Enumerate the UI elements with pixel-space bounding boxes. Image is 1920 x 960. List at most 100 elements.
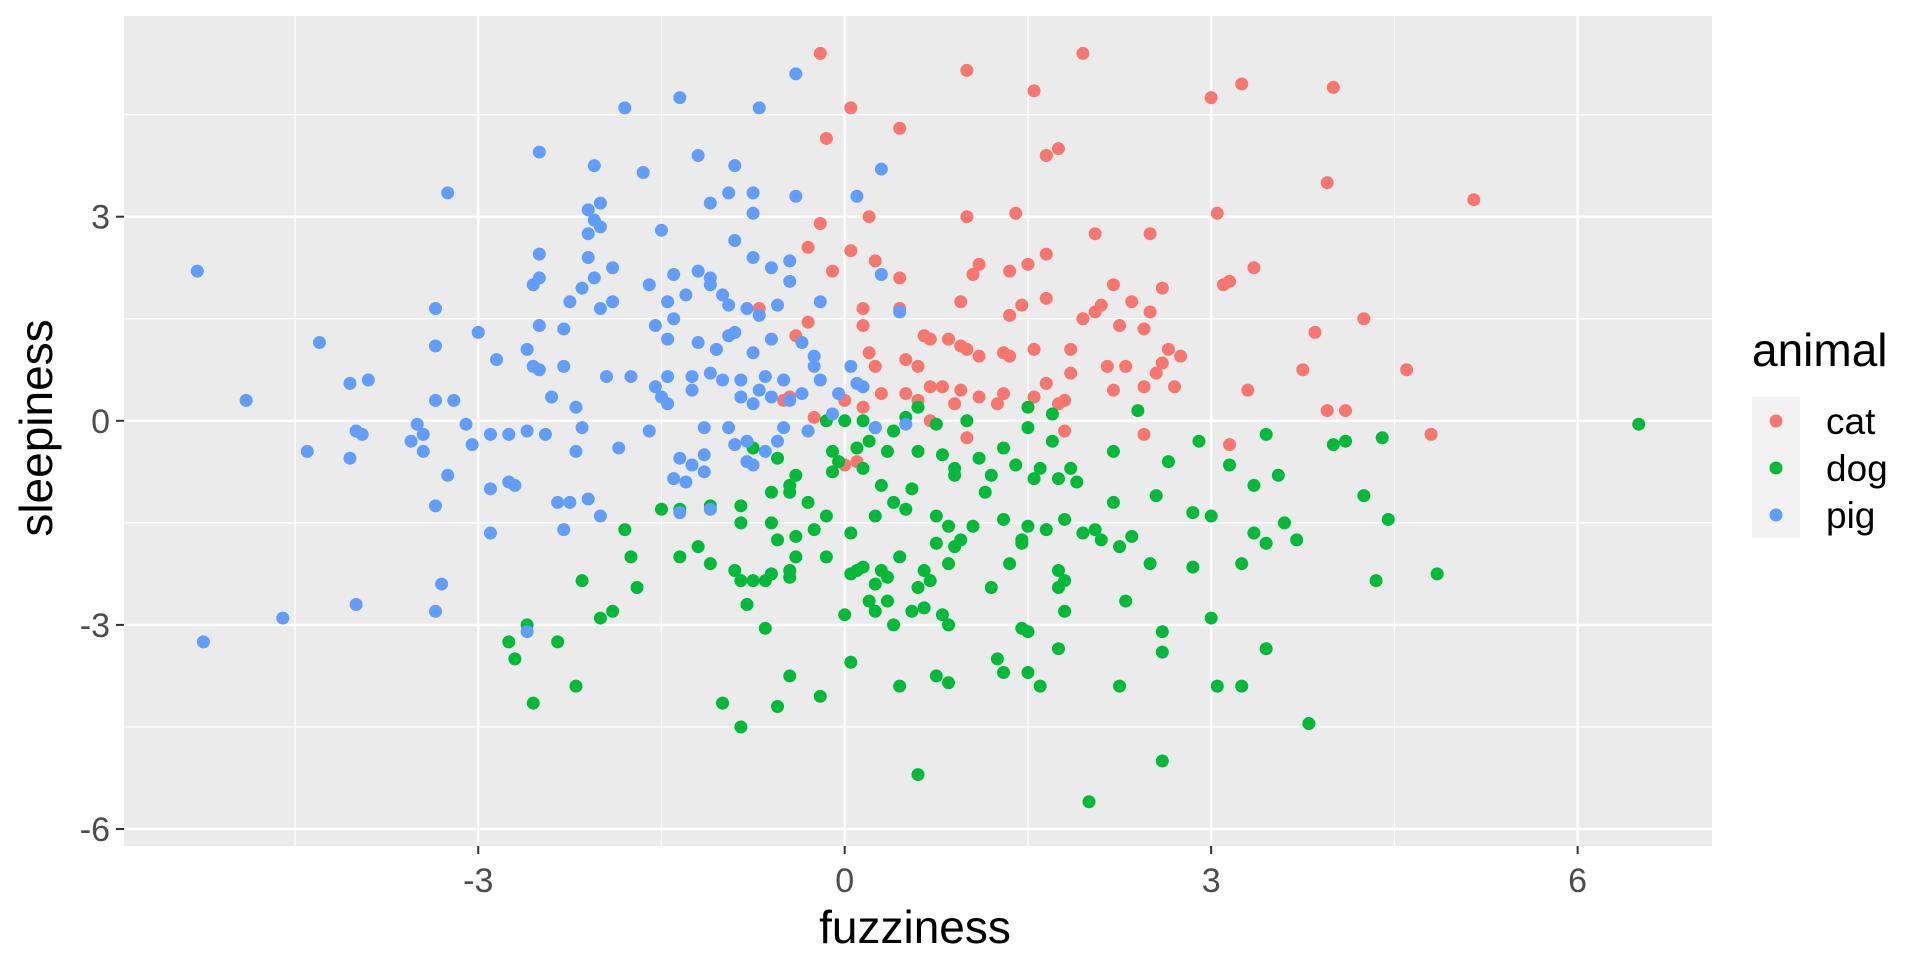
data-point-cat — [1424, 427, 1438, 441]
data-point-dog — [923, 574, 937, 588]
data-point-pig — [459, 417, 473, 431]
data-point-pig — [648, 319, 662, 333]
data-point-dog — [929, 509, 943, 523]
data-point-cat — [954, 295, 968, 309]
data-point-dog — [758, 621, 772, 635]
data-point-cat — [862, 210, 876, 224]
data-point-dog — [1259, 642, 1273, 656]
data-point-pig — [587, 271, 601, 285]
data-point-pig — [428, 604, 442, 618]
data-point-cat — [1100, 359, 1114, 373]
data-point-pig — [691, 264, 705, 278]
data-point-pig — [777, 421, 791, 435]
data-point-cat — [972, 390, 986, 404]
data-point-dog — [624, 550, 638, 564]
data-point-cat — [813, 217, 827, 230]
data-point-pig — [361, 373, 375, 387]
data-point-pig — [416, 444, 430, 458]
data-point-cat — [1009, 206, 1023, 220]
data-point-pig — [667, 472, 681, 486]
data-point-cat — [1039, 148, 1053, 162]
data-point-dog — [654, 502, 668, 516]
data-point-dog — [1027, 472, 1041, 486]
data-point-pig — [716, 373, 730, 387]
data-point-pig — [581, 492, 595, 506]
data-point-pig — [685, 383, 699, 397]
data-point-pig — [447, 393, 461, 407]
data-point-dog — [1369, 574, 1383, 588]
data-point-pig — [575, 281, 589, 295]
data-point-pig — [899, 417, 913, 431]
data-point-cat — [856, 302, 870, 316]
data-point-dog — [771, 533, 785, 547]
data-point-dog — [734, 516, 748, 530]
data-point-pig — [600, 370, 614, 384]
data-point-pig — [441, 186, 455, 200]
legend-title: animal — [1752, 324, 1888, 376]
data-point-cat — [1125, 295, 1139, 309]
data-point-pig — [545, 390, 559, 404]
data-point-pig — [752, 308, 766, 322]
data-point-pig — [703, 366, 717, 380]
data-point-dog — [789, 529, 803, 543]
data-point-pig — [465, 438, 479, 452]
major-gridlines — [124, 16, 1712, 846]
data-point-cat — [1161, 342, 1175, 356]
data-point-dog — [899, 502, 913, 516]
data-point-pig — [722, 298, 736, 312]
data-point-dog — [1051, 472, 1065, 486]
data-point-pig — [276, 611, 290, 625]
data-point-dog — [771, 451, 785, 465]
data-point-pig — [703, 278, 717, 292]
data-point-pig — [734, 373, 748, 387]
legend-swatch-cat — [1769, 414, 1783, 428]
data-point-cat — [874, 387, 888, 401]
data-point-dog — [575, 574, 589, 588]
data-point-pig — [874, 162, 888, 176]
data-point-dog — [1186, 506, 1200, 520]
data-point-dog — [789, 468, 803, 482]
data-point-cat — [1015, 298, 1029, 312]
data-point-dog — [990, 652, 1004, 666]
data-point-pig — [679, 475, 693, 489]
data-point-cat — [813, 46, 827, 60]
data-point-dog — [551, 635, 565, 649]
data-point-dog — [997, 666, 1011, 680]
data-point-cat — [954, 383, 968, 397]
data-point-dog — [1045, 434, 1059, 448]
data-point-pig — [813, 373, 827, 387]
data-point-cat — [1076, 46, 1090, 60]
x-tick-label: -3 — [463, 862, 493, 900]
data-point-dog — [807, 523, 821, 537]
data-point-pig — [661, 332, 675, 346]
data-point-cat — [844, 101, 858, 115]
data-point-dog — [887, 495, 901, 509]
data-point-cat — [1106, 278, 1120, 292]
data-point-pig — [832, 387, 846, 401]
data-point-dog — [1259, 536, 1273, 550]
data-point-dog — [893, 550, 907, 564]
data-point-pig — [196, 635, 210, 649]
data-point-dog — [1021, 519, 1035, 533]
data-point-pig — [502, 427, 516, 441]
data-point-pig — [709, 342, 723, 356]
data-point-dog — [1192, 434, 1206, 448]
data-point-cat — [1021, 257, 1035, 271]
data-point-dog — [844, 655, 858, 669]
data-point-pig — [771, 298, 785, 312]
data-point-dog — [984, 468, 998, 482]
data-point-dog — [703, 557, 717, 571]
data-point-pig — [551, 495, 565, 509]
data-point-cat — [1064, 342, 1078, 356]
data-point-pig — [471, 325, 485, 339]
data-point-pig — [593, 509, 607, 523]
data-point-cat — [948, 397, 962, 411]
data-point-cat — [1094, 298, 1108, 312]
data-point-cat — [972, 349, 986, 363]
data-point-cat — [1051, 397, 1065, 411]
data-point-dog — [593, 611, 607, 625]
plot-panel — [124, 16, 1712, 846]
data-point-pig — [606, 261, 620, 275]
data-point-dog — [997, 441, 1011, 455]
data-point-pig — [563, 495, 577, 509]
